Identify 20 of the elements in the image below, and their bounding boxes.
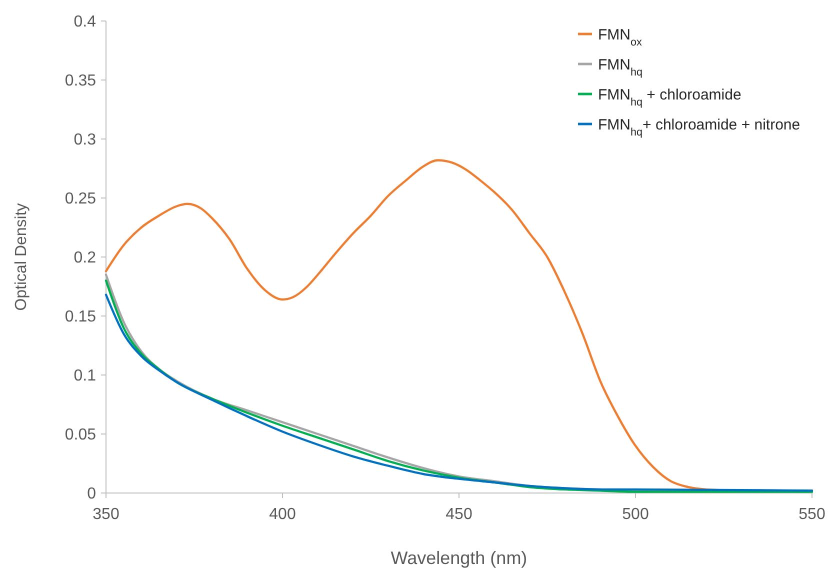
y-tick-label: 0.2	[74, 250, 96, 267]
x-tick-label: 500	[622, 506, 649, 523]
y-tick-label: 0.3	[74, 132, 96, 149]
y-tick-label: 0.05	[64, 426, 96, 444]
x-tick-label: 450	[446, 506, 472, 523]
y-tick-label: 0.15	[64, 308, 96, 326]
y-axis-title: Optical Density	[13, 203, 30, 311]
y-tick-label: 0	[87, 486, 96, 503]
y-tick-label: 0.25	[64, 190, 96, 208]
x-tick-label: 550	[798, 506, 826, 523]
x-axis-title: Wavelength (nm)	[390, 548, 528, 568]
y-tick-label: 0.4	[74, 14, 96, 31]
y-tick-label: 0.35	[64, 72, 96, 90]
legend-label: FMN$_{hq}$	[598, 56, 643, 78]
x-tick-label: 350	[92, 506, 120, 523]
y-tick-label: 0.1	[74, 368, 96, 385]
legend-label: FMN$_{ox}$	[598, 26, 643, 48]
legend-label: FMN$_{hq}$+ chloroamide + nitrone	[598, 116, 800, 138]
legend-label: FMN$_{hq}$ + chloroamide	[598, 86, 742, 108]
x-tick-label: 400	[269, 506, 296, 523]
